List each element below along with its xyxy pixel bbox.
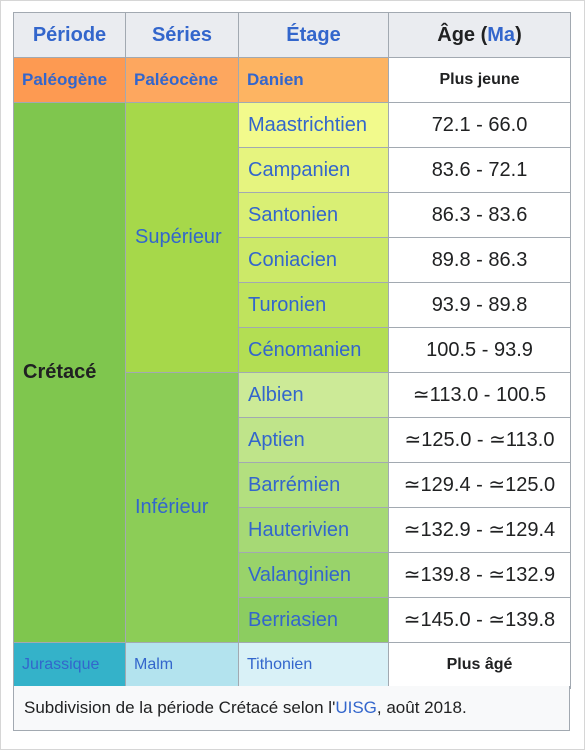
header-age: Âge (Ma) <box>388 12 571 58</box>
stage-link[interactable]: Santonien <box>248 203 339 226</box>
stage-row: Aptien ≃125.0 - ≃113.0 <box>14 417 571 463</box>
age-header-suffix: ) <box>515 23 522 46</box>
tithonien-cell[interactable]: Tithonien <box>238 642 389 689</box>
stage-cell-campanien[interactable]: Campanien <box>238 147 389 193</box>
age-cell: 93.9 - 89.8 <box>388 282 571 328</box>
age-cell: ≃113.0 - 100.5 <box>388 372 571 418</box>
paleogene-cell[interactable]: Paléogène <box>13 57 126 103</box>
age-cell: 83.6 - 72.1 <box>388 147 571 193</box>
stage-cell-albien[interactable]: Albien <box>238 372 389 418</box>
series-header-link[interactable]: Séries <box>151 23 213 46</box>
stage-row: Cénomanien 100.5 - 93.9 <box>14 327 571 373</box>
age-cell: ≃145.0 - ≃139.8 <box>388 597 571 643</box>
period-header-link[interactable]: Période <box>32 23 107 46</box>
ma-unit-link[interactable]: Ma <box>487 23 516 46</box>
stage-cell-coniacien[interactable]: Coniacien <box>238 237 389 283</box>
stage-link[interactable]: Cénomanien <box>248 338 362 361</box>
stage-cell-turonien[interactable]: Turonien <box>238 282 389 328</box>
stage-row: Hauterivien ≃132.9 - ≃129.4 <box>14 507 571 553</box>
stage-header-link[interactable]: Étage <box>286 23 341 46</box>
tithonien-link[interactable]: Tithonien <box>247 656 313 674</box>
upper-series-cell[interactable]: Supérieur <box>125 102 239 373</box>
malm-cell[interactable]: Malm <box>125 642 239 689</box>
age-cell: ≃132.9 - ≃129.4 <box>388 507 571 553</box>
age-cell: 72.1 - 66.0 <box>388 102 571 148</box>
stage-cell-barremien[interactable]: Barrémien <box>238 462 389 508</box>
paleogene-link[interactable]: Paléogène <box>22 70 108 90</box>
age-cell: 89.8 - 86.3 <box>388 237 571 283</box>
cretaceous-label: Crétacé <box>23 361 97 383</box>
age-header-prefix: Âge ( <box>437 23 488 46</box>
stage-row: Campanien 83.6 - 72.1 <box>14 147 571 193</box>
stage-link[interactable]: Coniacien <box>248 248 337 271</box>
lower-series-cell[interactable]: Inférieur <box>125 372 239 643</box>
lower-series-link[interactable]: Inférieur <box>135 496 209 518</box>
age-cell: 86.3 - 83.6 <box>388 192 571 238</box>
header-row: Période Séries Étage Âge (Ma) <box>13 12 571 58</box>
stage-row: Inférieur Albien ≃113.0 - 100.5 <box>14 372 571 643</box>
stage-link[interactable]: Maastrichtien <box>248 113 367 136</box>
table-caption: Subdivision de la période Crétacé selon … <box>13 686 570 731</box>
older-age-cell: Plus âgé <box>388 642 571 689</box>
stage-cell-hauterivien[interactable]: Hauterivien <box>238 507 389 553</box>
uisg-link[interactable]: UISG <box>335 698 377 717</box>
age-cell: ≃129.4 - ≃125.0 <box>388 462 571 508</box>
malm-link[interactable]: Malm <box>134 656 174 674</box>
stage-cell-berriasien[interactable]: Berriasien <box>238 597 389 643</box>
stage-row: Coniacien 89.8 - 86.3 <box>14 237 571 283</box>
caption-text-after: , août 2018. <box>376 698 467 717</box>
jurassic-link[interactable]: Jurassique <box>22 656 100 674</box>
danien-cell[interactable]: Danien <box>238 57 389 103</box>
header-period[interactable]: Période <box>13 12 126 58</box>
paleocene-cell[interactable]: Paléocène <box>125 57 239 103</box>
upper-series-link[interactable]: Supérieur <box>135 226 222 248</box>
jurassic-row: Jurassique Malm Tithonien Plus âgé <box>13 642 571 689</box>
stage-row: Turonien 93.9 - 89.8 <box>14 282 571 328</box>
stage-link[interactable]: Barrémien <box>248 473 341 496</box>
age-cell: 100.5 - 93.9 <box>388 327 571 373</box>
stage-row: Crétacé Supérieur Maastrichtien 72.1 - 6… <box>13 102 571 643</box>
paleogene-row: Paléogène Paléocène Danien Plus jeune <box>13 57 571 103</box>
stage-cell-cenomanien[interactable]: Cénomanien <box>238 327 389 373</box>
header-stage[interactable]: Étage <box>238 12 389 58</box>
stage-link[interactable]: Aptien <box>248 428 305 451</box>
stage-link[interactable]: Hauterivien <box>248 518 350 541</box>
stage-cell-santonien[interactable]: Santonien <box>238 192 389 238</box>
paleocene-link[interactable]: Paléocène <box>134 70 219 90</box>
stage-row: Santonien 86.3 - 83.6 <box>14 192 571 238</box>
jurassic-cell[interactable]: Jurassique <box>13 642 126 689</box>
header-series[interactable]: Séries <box>125 12 239 58</box>
danien-link[interactable]: Danien <box>247 70 304 90</box>
cretaceous-period-cell: Crétacé <box>13 102 126 643</box>
cretaceous-stratigraphy-table: Période Séries Étage Âge (Ma) Paléogène … <box>13 12 571 689</box>
stage-cell-aptien[interactable]: Aptien <box>238 417 389 463</box>
stage-link[interactable]: Berriasien <box>248 608 339 631</box>
stage-row: Valanginien ≃139.8 - ≃132.9 <box>14 552 571 598</box>
stage-row: Berriasien ≃145.0 - ≃139.8 <box>14 597 571 643</box>
age-cell: ≃125.0 - ≃113.0 <box>388 417 571 463</box>
stage-cell-valanginien[interactable]: Valanginien <box>238 552 389 598</box>
stage-link[interactable]: Campanien <box>248 158 351 181</box>
caption-text-before: Subdivision de la période Crétacé selon … <box>24 698 336 717</box>
stage-cell-maastrichtien[interactable]: Maastrichtien <box>238 102 389 148</box>
stage-link[interactable]: Turonien <box>248 293 327 316</box>
age-cell: ≃139.8 - ≃132.9 <box>388 552 571 598</box>
stage-link[interactable]: Albien <box>248 383 304 406</box>
younger-age-cell: Plus jeune <box>388 57 571 103</box>
stage-link[interactable]: Valanginien <box>248 563 352 586</box>
